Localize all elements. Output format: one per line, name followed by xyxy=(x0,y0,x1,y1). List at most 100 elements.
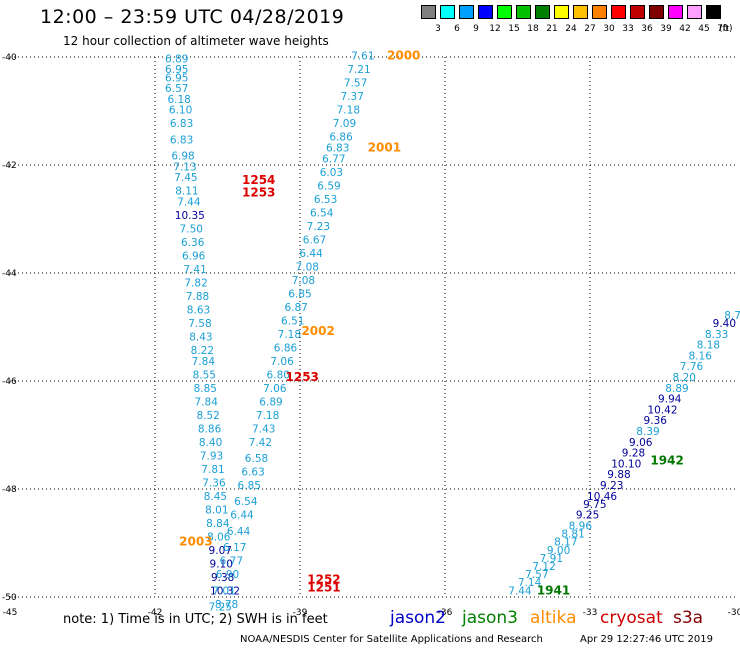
swh-value: 8.85 xyxy=(194,383,217,395)
swh-value: 7.50 xyxy=(180,224,203,236)
swh-value: 6.63 xyxy=(241,467,264,479)
legend-swatch xyxy=(649,5,664,19)
swh-value: 7.01 xyxy=(212,585,235,597)
lat-tick-label: -50 xyxy=(2,593,17,603)
satellite-cryosat: cryosat xyxy=(600,608,663,628)
swh-value: 7.84 xyxy=(192,356,216,368)
swh-value: 7.41 xyxy=(183,264,206,276)
legend-label: 15 xyxy=(508,24,520,34)
track-time-label: 1251 xyxy=(307,581,340,595)
swh-value: 6.44 xyxy=(230,510,254,522)
page-subtitle: 12 hour collection of altimeter wave hei… xyxy=(63,34,329,48)
swh-value: 7.06 xyxy=(270,356,294,368)
swh-value: 6.51 xyxy=(281,315,304,327)
swh-value: 7.18 xyxy=(337,105,360,117)
legend-label: 21 xyxy=(546,24,558,34)
swh-value: 6.59 xyxy=(317,180,340,192)
swh-value: 6.18 xyxy=(167,94,190,106)
legend-label: 45 xyxy=(698,24,710,34)
swh-value: 9.23 xyxy=(600,480,623,492)
swh-value: 10.46 xyxy=(587,491,617,503)
swh-value: 7.93 xyxy=(200,450,223,462)
swh-value: 6.77 xyxy=(220,556,243,568)
legend-swatch xyxy=(687,5,702,19)
legend-swatch xyxy=(516,5,531,19)
satellite-altika: altika xyxy=(530,608,577,628)
swh-value: 9.94 xyxy=(658,394,682,406)
track-b: 7.617.217.577.377.187.096.866.836.776.03… xyxy=(209,51,375,614)
swh-value: 6.10 xyxy=(169,105,192,117)
credit-text: NOAA/NESDIS Center for Satellite Applica… xyxy=(240,634,543,645)
swh-value: 9.06 xyxy=(629,437,653,449)
legend-swatch xyxy=(459,5,474,19)
swh-value: 7.44 xyxy=(177,197,201,209)
track-time-label: 1254 xyxy=(242,173,275,187)
track-time-label: 2003 xyxy=(179,535,212,549)
swh-value: 7.88 xyxy=(186,291,209,303)
track-c: 7.447.147.577.127.919.008.178.818.969.25… xyxy=(508,310,740,597)
lat-tick-label: -48 xyxy=(2,485,17,495)
lat-tick-label: -40 xyxy=(2,53,17,63)
swh-value: 6.57 xyxy=(165,83,188,95)
swh-value: 6.85 xyxy=(288,288,311,300)
swh-value: 7.18 xyxy=(256,410,279,422)
swh-value: 9.88 xyxy=(607,469,630,481)
footnote: note: 1) Time is in UTC; 2) SWH is in fe… xyxy=(63,612,328,627)
swh-value: 7.82 xyxy=(184,278,207,290)
altimeter-tracks: 6.896.956.956.576.186.106.836.836.987.13… xyxy=(165,51,740,614)
swh-value: 7.12 xyxy=(532,561,555,573)
timestamp: Apr 29 12:27:46 UTC 2019 xyxy=(580,634,713,645)
lon-tick-label: -36 xyxy=(438,608,453,618)
swh-value: 9.25 xyxy=(576,510,599,522)
page-title: 12:00 – 23:59 UTC 04/28/2019 xyxy=(40,6,345,28)
swh-value: 8.43 xyxy=(189,332,212,344)
track-time-label: 1941 xyxy=(537,583,570,597)
satellite-jason3: jason3 xyxy=(462,608,518,628)
legend-label: 36 xyxy=(641,24,653,34)
swh-value: 7.44 xyxy=(508,585,532,597)
legend-label: 33 xyxy=(622,24,634,34)
swh-value: 9.40 xyxy=(713,318,736,330)
lat-tick-label: -44 xyxy=(2,269,17,279)
swh-value: 6.54 xyxy=(234,496,258,508)
swh-value: 7.23 xyxy=(307,221,330,233)
swh-value: 10.35 xyxy=(175,210,205,222)
legend-label: 30 xyxy=(603,24,615,34)
lon-tick-label: -42 xyxy=(148,608,163,618)
track-time-label: 2002 xyxy=(301,324,334,338)
legend-label: 70 xyxy=(717,24,729,34)
swh-value: 7.81 xyxy=(201,464,224,476)
legend-unit: (ft) xyxy=(719,24,733,34)
swh-value: 7.25 xyxy=(209,602,232,614)
swh-value: 8.16 xyxy=(689,350,713,362)
swh-value: 7.58 xyxy=(188,318,211,330)
swh-value: 8.78 xyxy=(215,599,238,611)
swh-value: 8.55 xyxy=(193,369,216,381)
lon-tick-label: -39 xyxy=(293,608,308,618)
swh-value: 6.85 xyxy=(238,480,261,492)
satellite-s3a: s3a xyxy=(673,608,704,628)
swh-value: 6.95 xyxy=(165,72,188,84)
legend-swatch xyxy=(497,5,512,19)
track-a: 6.896.956.956.576.186.106.836.836.987.13… xyxy=(165,53,240,610)
swh-value: 7.61 xyxy=(351,51,374,63)
swh-value: 8.39 xyxy=(636,426,659,438)
swh-value: 9.00 xyxy=(547,545,570,557)
legend-swatch xyxy=(611,5,626,19)
graticule-grid xyxy=(10,56,735,598)
swh-value: 8.52 xyxy=(196,410,219,422)
swh-value: 6.98 xyxy=(171,151,194,163)
swh-value: 8.11 xyxy=(175,186,198,198)
swh-value: 7.42 xyxy=(249,437,272,449)
swh-value: 10.10 xyxy=(611,458,641,470)
legend-swatch xyxy=(478,5,493,19)
swh-value: 8.22 xyxy=(191,345,214,357)
swh-value: 9.28 xyxy=(622,448,645,460)
swh-value: 9.38 xyxy=(211,572,234,584)
legend-swatch xyxy=(706,5,721,19)
track-time-label: 1942 xyxy=(650,454,683,468)
swh-value: 7.18 xyxy=(278,329,301,341)
swh-value: 7.43 xyxy=(252,423,275,435)
swh-value: 6.53 xyxy=(314,194,337,206)
